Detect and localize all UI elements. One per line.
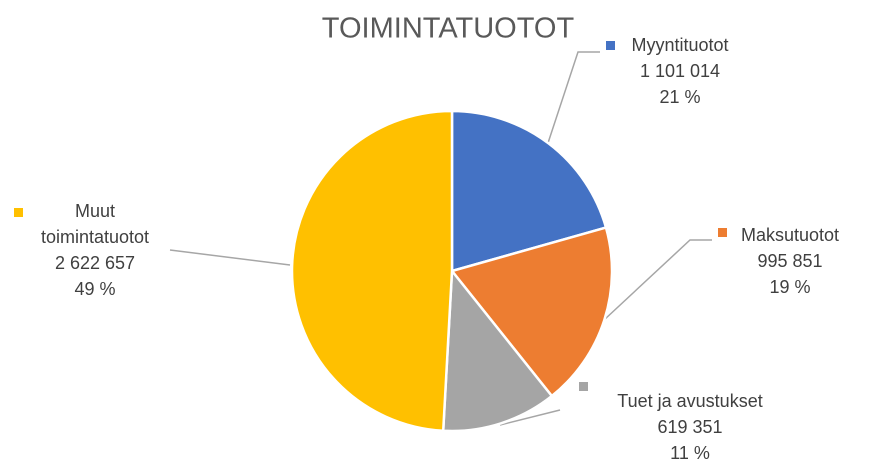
leader-line — [547, 51, 600, 144]
data-label: Muut toimintatuotot 2 622 657 49 % — [20, 198, 170, 302]
value-label: 995 851 — [757, 251, 823, 271]
percent-label: 11 % — [670, 443, 710, 463]
category-label: Tuet ja avustukset — [617, 391, 763, 411]
data-label: Maksutuotot 995 851 19 % — [690, 222, 871, 300]
value-label: 2 622 657 — [54, 253, 136, 273]
chart-title: TOIMINTATUOTOT — [322, 13, 575, 45]
legend-marker — [718, 228, 727, 237]
pie-slice — [450, 109, 608, 273]
pie-slice — [441, 267, 554, 433]
percent-label: 21 % — [659, 87, 701, 107]
pie-slice — [449, 226, 614, 398]
data-label: Tuet ja avustukset 619 351 11 % — [590, 388, 790, 466]
leader-line — [499, 409, 561, 426]
category-label: Myyntituotot — [631, 35, 729, 55]
category-label: Muut toimintatuotot — [40, 201, 150, 247]
legend-marker — [14, 208, 23, 217]
legend-marker — [606, 41, 615, 50]
percent-label: 49 % — [74, 279, 116, 299]
leader-line — [603, 239, 712, 321]
pie-slice — [290, 109, 454, 433]
value-label: 1 101 014 — [639, 61, 721, 81]
percent-label: 19 % — [769, 277, 811, 297]
legend-marker — [579, 382, 588, 391]
data-label: Myyntituotot 1 101 014 21 % — [580, 32, 780, 110]
category-label: Maksutuotot — [740, 225, 840, 245]
value-label: 619 351 — [657, 417, 723, 437]
leader-line — [169, 249, 291, 266]
